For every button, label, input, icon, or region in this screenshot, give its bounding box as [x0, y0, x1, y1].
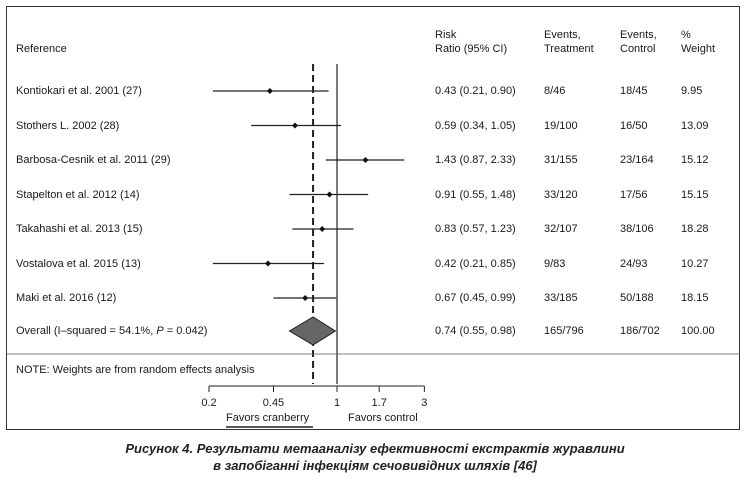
header-weight: % Weight [681, 29, 716, 55]
study-point-estimate [292, 122, 299, 129]
study-ci-text: 0.43 (0.21, 0.90) [435, 85, 516, 97]
study-label: Maki et al. 2016 (12) [16, 292, 117, 304]
study-weight: 13.09 [681, 119, 709, 132]
forest-plot-frame [6, 6, 740, 430]
study-weight: 18.28 [681, 223, 709, 235]
x-tick-label: 1 [333, 397, 341, 409]
overall-label: Overall (I–squared = 54.1%, P = 0.042) [16, 324, 207, 338]
study-events-treatment: 33/120 [544, 188, 578, 201]
study-events-control: 18/45 [620, 85, 648, 97]
study-ci-text: 0.42 (0.21, 0.85) [435, 257, 516, 270]
study-label: Stapelton et al. 2012 (14) [16, 188, 140, 201]
overall-label-pre: Overall (I–squared = 54.1%, [16, 325, 157, 337]
study-point-estimate [266, 88, 273, 94]
study-events-control: 38/106 [620, 223, 654, 235]
x-tick-label: 1.7 [371, 397, 387, 409]
overall-weight: 100.00 [681, 325, 715, 337]
forest-plot-svg [6, 64, 740, 428]
overall-events-treatment: 165/796 [544, 325, 584, 337]
study-ci-text: 0.67 (0.45, 0.99) [435, 292, 516, 304]
x-tick-label: 0.45 [262, 397, 285, 409]
header-events-treatment: Events, Treatment [544, 29, 594, 55]
caption-line-1: Рисунок 4. Результати метааналізу ефекти… [125, 441, 625, 456]
study-point-estimate [302, 295, 309, 301]
study-events-treatment: 31/155 [544, 154, 578, 166]
study-events-treatment: 8/46 [544, 85, 566, 97]
favors-control-label: Favors control [348, 412, 418, 424]
study-label: Stothers L. 2002 (28) [16, 119, 120, 132]
study-point-estimate [362, 157, 369, 163]
header-risk-ratio: Risk Ratio (95% CI) [435, 29, 508, 55]
x-tick-label: 3 [421, 397, 428, 409]
study-events-control: 16/50 [620, 119, 648, 132]
study-label: Kontiokari et al. 2001 (27) [16, 85, 142, 97]
study-weight: 15.15 [681, 188, 709, 201]
study-events-treatment: 19/100 [544, 119, 578, 132]
overall-ci-text: 0.74 (0.55, 0.98) [435, 325, 516, 337]
header-reference: Reference [16, 43, 67, 55]
overall-diamond [288, 316, 337, 346]
favors-cranberry-label: Favors cranberry [226, 412, 310, 424]
header-events-control: Events, Control [620, 29, 657, 55]
study-events-treatment: 9/83 [544, 257, 566, 270]
study-events-control: 23/164 [620, 154, 654, 166]
study-label: Takahashi et al. 2013 (15) [16, 223, 143, 235]
study-point-estimate [319, 226, 326, 232]
study-ci-text: 1.43 (0.87, 2.33) [435, 154, 516, 166]
figure-caption: Рисунок 4. Результати метааналізу ефекти… [0, 440, 750, 474]
overall-label-post: = 0.042) [163, 325, 208, 337]
study-events-treatment: 32/107 [544, 223, 578, 235]
study-label: Barbosa-Cesnik et al. 2011 (29) [16, 154, 171, 166]
study-weight: 9.95 [681, 85, 703, 97]
study-weight: 18.15 [681, 292, 709, 304]
overall-label-p: P [156, 325, 164, 337]
study-point-estimate [326, 191, 333, 198]
study-events-control: 50/188 [620, 292, 654, 304]
note-text: NOTE: Weights are from random effects an… [16, 364, 255, 376]
x-tick-label: 0.2 [201, 397, 217, 409]
study-point-estimate [265, 260, 272, 267]
study-weight: 10.27 [681, 257, 709, 270]
study-ci-text: 0.83 (0.57, 1.23) [435, 223, 516, 235]
overall-events-control: 186/702 [620, 325, 660, 337]
caption-line-2: в запобіганні інфекціям сечовивідних шля… [213, 458, 537, 473]
study-weight: 15.12 [681, 154, 709, 166]
study-ci-text: 0.59 (0.34, 1.05) [435, 119, 516, 132]
study-events-control: 24/93 [620, 257, 648, 270]
study-events-treatment: 33/185 [544, 292, 578, 304]
study-label: Vostalova et al. 2015 (13) [16, 257, 141, 270]
study-events-control: 17/56 [620, 188, 648, 201]
study-ci-text: 0.91 (0.55, 1.48) [435, 188, 516, 201]
